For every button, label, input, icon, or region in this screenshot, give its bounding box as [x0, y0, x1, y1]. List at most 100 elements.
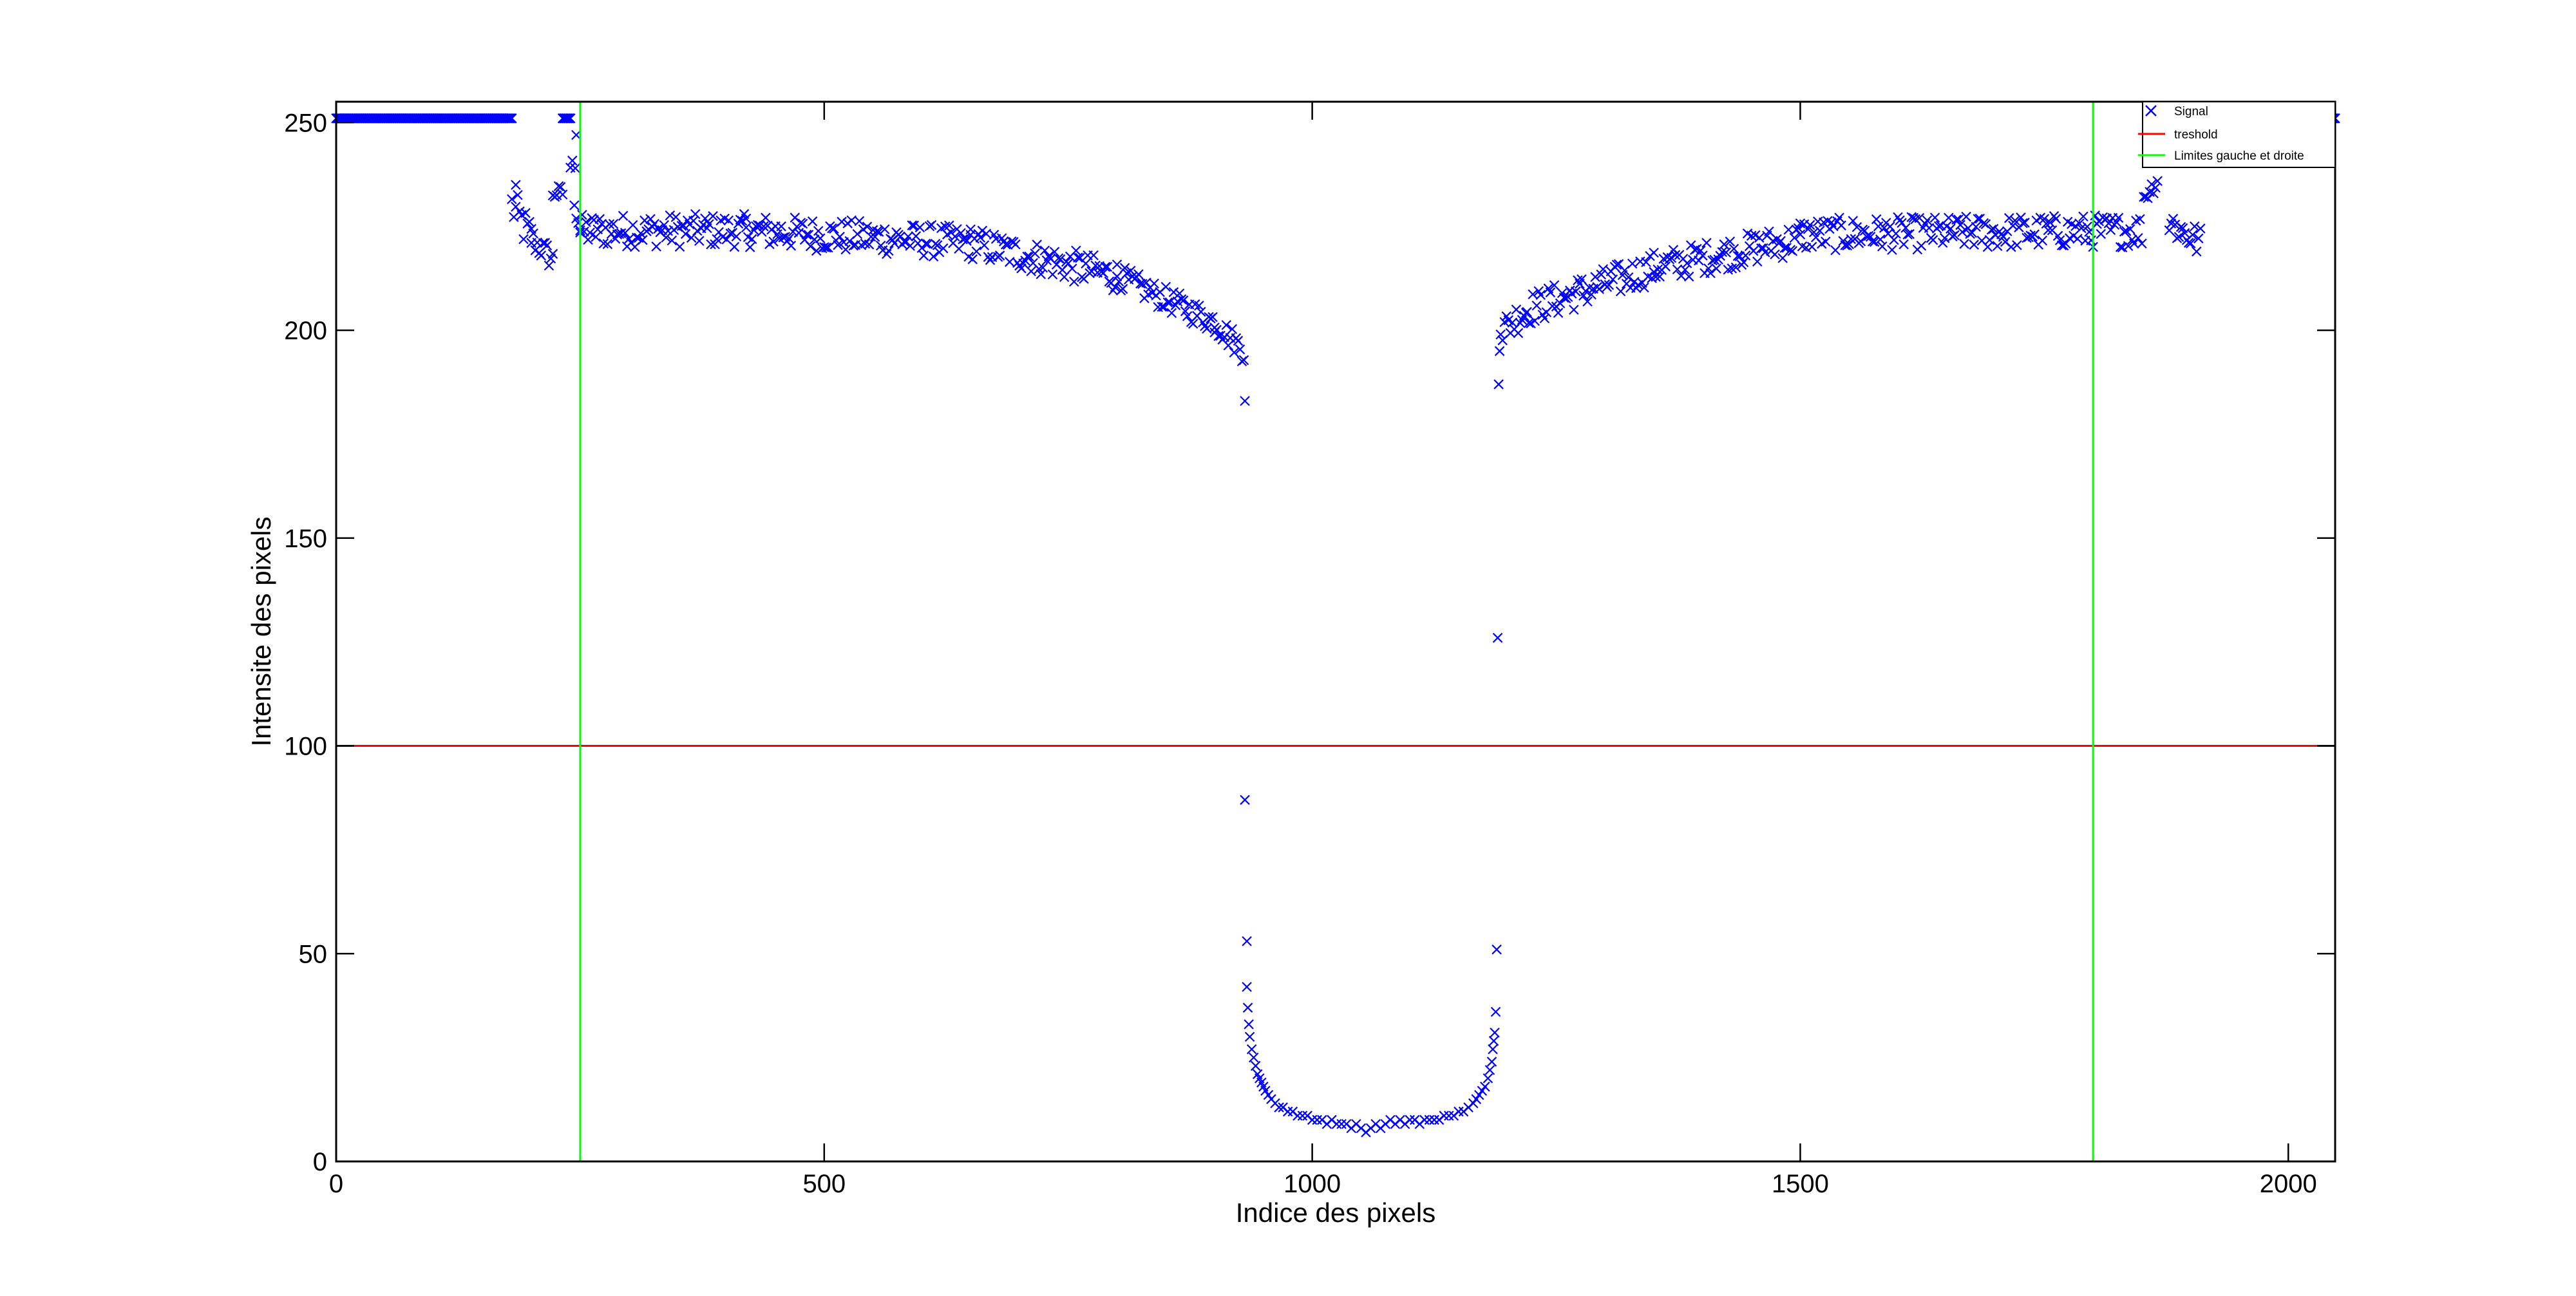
signal-point	[2129, 238, 2139, 249]
signal-point	[938, 243, 949, 254]
signal-point	[1039, 245, 1050, 256]
signal-point	[2150, 182, 2161, 193]
signal-point	[2123, 241, 2134, 251]
signal-point	[1725, 236, 1736, 247]
signal-point	[1672, 264, 1683, 275]
signal-point	[1490, 1006, 1501, 1017]
signal-point	[2125, 224, 2136, 234]
signal-point	[950, 231, 960, 242]
signal-point	[638, 234, 648, 245]
legend-label-threshold: treshold	[2174, 128, 2218, 142]
signal-point	[1760, 247, 1770, 258]
signal-point	[1244, 1019, 1254, 1029]
signal-point	[918, 250, 929, 261]
signal-point	[2137, 238, 2147, 249]
signal-point	[797, 218, 808, 229]
signal-point	[1598, 264, 1609, 274]
signal-point	[1852, 221, 1862, 232]
signal-point	[1444, 1111, 1454, 1121]
signal-point	[2076, 223, 2087, 234]
signal-point	[1922, 215, 1933, 226]
signal-point	[1233, 335, 1244, 346]
signal-point	[880, 224, 890, 234]
signal-point	[2078, 211, 2088, 222]
signal-point	[1953, 214, 1964, 225]
signal-point	[723, 215, 734, 226]
signal-point	[1477, 1085, 1488, 1096]
signal-point	[1208, 312, 1218, 323]
signal-point	[1873, 221, 1884, 232]
signal-point	[1240, 395, 1250, 406]
signal-point	[1454, 1106, 1464, 1117]
signal-point	[1660, 261, 1671, 272]
signal-point	[1929, 212, 1940, 223]
signal-point	[1867, 236, 1878, 247]
signal-series	[331, 113, 2340, 1138]
signal-point	[1900, 223, 1911, 233]
signal-point	[1030, 248, 1040, 259]
signal-point	[1939, 233, 1950, 243]
signal-point	[1727, 263, 1738, 274]
signal-point	[2010, 215, 2020, 226]
signal-point	[1623, 272, 1634, 283]
signal-point	[903, 231, 913, 242]
signal-point	[907, 220, 917, 230]
signal-point	[536, 250, 547, 261]
signal-point	[759, 221, 769, 232]
axis-ticks: 0 500 1000 1500 2000 0 50 100 150 200 250	[284, 102, 2335, 1198]
signal-point	[840, 244, 851, 255]
signal-point	[1721, 247, 1732, 258]
signal-point	[1055, 254, 1066, 265]
signal-point	[1238, 355, 1249, 366]
signal-point	[1641, 257, 1651, 267]
signal-point	[690, 209, 701, 220]
signal-point	[1100, 261, 1111, 272]
signal-point	[1639, 282, 1649, 293]
signal-point	[1531, 300, 1542, 311]
signal-point	[694, 236, 705, 246]
x-tick-label: 2000	[2260, 1170, 2317, 1198]
signal-point	[803, 229, 814, 240]
signal-point	[1112, 259, 1122, 270]
signal-point	[1808, 227, 1819, 238]
signal-point	[2060, 238, 2071, 249]
signal-point	[1651, 272, 1661, 282]
signal-point	[1961, 211, 1971, 222]
signal-point	[725, 229, 736, 239]
signal-point	[1607, 274, 1618, 285]
signal-point	[811, 245, 822, 256]
signal-point	[547, 249, 558, 259]
signal-point	[1098, 268, 1109, 278]
signal-point	[704, 219, 714, 229]
signal-point	[1468, 1098, 1479, 1109]
signal-point	[700, 213, 710, 224]
signal-point	[848, 240, 859, 251]
signal-point	[2148, 188, 2159, 199]
signal-point	[909, 220, 920, 231]
signal-point	[1969, 239, 1979, 250]
signal-point	[1885, 221, 1895, 232]
signal-point	[1049, 247, 1060, 257]
signal-point	[1166, 308, 1177, 318]
signal-point	[1783, 224, 1794, 235]
signal-point	[2096, 229, 2107, 239]
signal-point	[1000, 239, 1011, 250]
signal-point	[1194, 300, 1204, 311]
signal-point	[2174, 232, 2184, 242]
signal-point	[507, 194, 517, 205]
signal-point	[837, 216, 847, 227]
signal-point	[1806, 241, 1817, 252]
signal-point	[1263, 1089, 1274, 1100]
signal-point	[1705, 268, 1716, 279]
y-tick-label: 0	[313, 1148, 327, 1176]
signal-point	[1248, 1052, 1259, 1063]
signal-point	[1877, 241, 1888, 252]
signal-point	[833, 239, 843, 250]
signal-point	[1482, 1073, 1493, 1084]
signal-point	[1088, 250, 1099, 261]
signal-point	[708, 211, 718, 221]
signal-point	[1933, 221, 1944, 232]
signal-point	[827, 223, 837, 234]
signal-point	[854, 216, 865, 227]
signal-point	[1439, 1111, 1450, 1121]
